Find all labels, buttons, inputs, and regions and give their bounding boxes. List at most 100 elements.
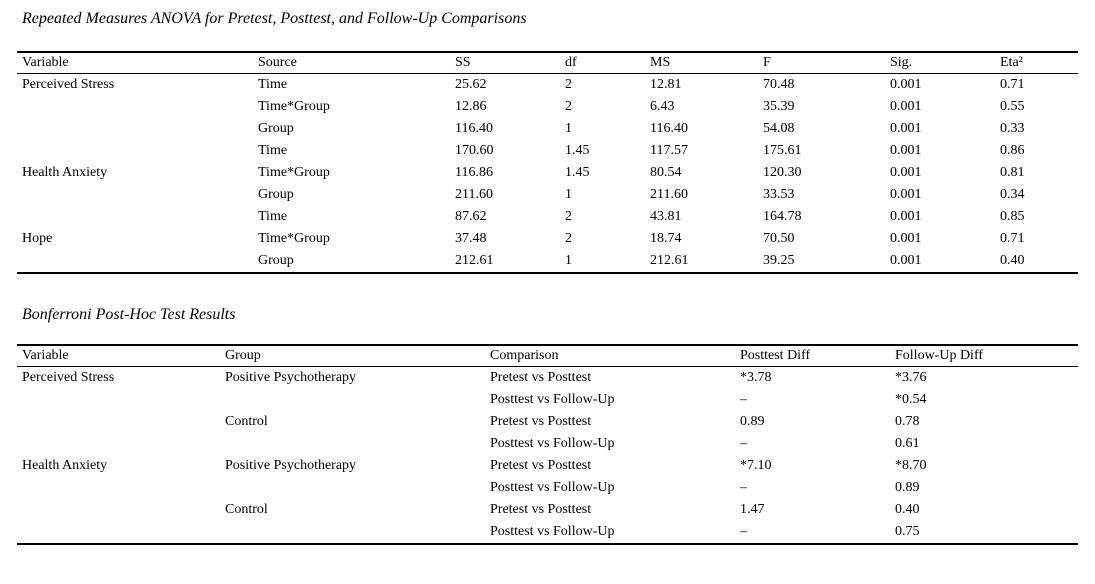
table-cell: [17, 118, 253, 140]
table-row: Health Anxiety Positive Psychotherapy Pret…: [17, 455, 1078, 477]
table-cell: Posttest vs Follow-Up: [490, 392, 615, 407]
table-cell: Posttest vs Follow-Up: [490, 436, 615, 451]
table-cell: 0.001: [890, 165, 922, 180]
table-cell: 0.85: [1000, 209, 1025, 224]
table-cell: 12.81: [650, 77, 682, 92]
table-row: Time 170.60 1.45 117.57 175.61 0.001 0.86: [17, 140, 1078, 162]
table-cell: *0.54: [895, 392, 927, 407]
column-header: Follow-Up Diff: [890, 345, 1078, 367]
table-cell: [17, 477, 220, 499]
table-cell: 37.48: [455, 231, 487, 246]
table-row: Posttest vs Follow-Up – 0.89: [17, 477, 1078, 499]
table-cell: 0.001: [890, 209, 922, 224]
table-cell: 175.61: [763, 143, 802, 158]
table-cell: Perceived Stress: [22, 370, 115, 385]
table-cell: Positive Psychotherapy: [225, 370, 357, 385]
table-cell: 1.45: [565, 165, 590, 180]
table-cell: 0.001: [890, 121, 922, 136]
table-cell: 43.81: [650, 209, 682, 224]
posthoc-table-header: Variable Group Comparison Posttest Diff Foll…: [17, 345, 1078, 367]
table-cell: Time: [258, 143, 288, 158]
table-row: Group 212.61 1 212.61 39.25 0.001 0.40: [17, 250, 1078, 273]
table-cell: *7.10: [740, 458, 772, 473]
table-cell: 120.30: [763, 165, 802, 180]
table-cell: [17, 184, 253, 206]
document-page: Repeated Measures ANOVA for Pretest, Pos…: [0, 9, 1095, 584]
column-header: Eta²: [995, 52, 1078, 74]
table-cell: 0.89: [740, 414, 765, 429]
table-cell: 0.40: [1000, 253, 1025, 268]
table-cell: [17, 250, 253, 273]
table-row: Group 211.60 1 211.60 33.53 0.001 0.34: [17, 184, 1078, 206]
table-cell: 0.78: [895, 414, 920, 429]
table-cell: 0.001: [890, 231, 922, 246]
table-cell: 0.61: [895, 436, 920, 451]
table-cell: Control: [225, 414, 268, 429]
table-cell: 39.25: [763, 253, 795, 268]
table-cell: 0.33: [1000, 121, 1025, 136]
table-cell: Control: [225, 502, 268, 517]
table-cell: 0.71: [1000, 231, 1025, 246]
table-cell: 0.55: [1000, 99, 1025, 114]
table-row: Perceived Stress Positive Psychotherapy Pr…: [17, 367, 1078, 390]
table-cell: 211.60: [650, 187, 688, 202]
table-cell: [17, 140, 253, 162]
anova-table-body: Perceived Stress Time 25.62 2 12.81 70.48 0.00…: [17, 74, 1078, 274]
table-cell: Group: [258, 253, 294, 268]
table-cell: 33.53: [763, 187, 795, 202]
table-cell: 117.57: [650, 143, 688, 158]
table-row: Posttest vs Follow-Up – *0.54: [17, 389, 1078, 411]
table-cell: 6.43: [650, 99, 675, 114]
table-cell: 0.001: [890, 253, 922, 268]
table-cell: 0.75: [895, 524, 920, 539]
table-cell: Group: [258, 121, 294, 136]
column-header: F: [758, 52, 885, 74]
table-row: Posttest vs Follow-Up – 0.61: [17, 433, 1078, 455]
table-cell: 212.61: [650, 253, 689, 268]
table-cell: 170.60: [455, 143, 494, 158]
table-cell: Posttest vs Follow-Up: [490, 524, 615, 539]
table-cell: Hope: [22, 231, 53, 246]
table-cell: 116.40: [650, 121, 688, 136]
table-cell: 12.86: [455, 99, 487, 114]
table-row: Group 116.40 1 116.40 54.08 0.001 0.33: [17, 118, 1078, 140]
table-cell: Posttest vs Follow-Up: [490, 480, 615, 495]
column-header: Posttest Diff: [735, 345, 890, 367]
table-cell: 211.60: [455, 187, 493, 202]
table-cell: [17, 433, 220, 455]
column-header: df: [560, 52, 645, 74]
table-cell: 0.71: [1000, 77, 1025, 92]
table-cell: 0.89: [895, 480, 920, 495]
table-row: Health Anxiety Time*Group 116.86 1.45 80.54 1…: [17, 162, 1078, 184]
table-cell: 0.81: [1000, 165, 1025, 180]
column-header: Source: [253, 52, 450, 74]
table-cell: Pretest vs Posttest: [490, 414, 592, 429]
table-row: Control Pretest vs Posttest 0.89 0.78: [17, 411, 1078, 433]
table-cell: 0.86: [1000, 143, 1025, 158]
table-cell: [17, 389, 220, 411]
table-cell: Health Anxiety: [22, 458, 108, 473]
table-cell: Time*Group: [258, 231, 330, 246]
table-cell: 54.08: [763, 121, 795, 136]
posthoc-table-body: Perceived Stress Positive Psychotherapy Pr…: [17, 367, 1078, 545]
table-cell: 2: [565, 209, 572, 224]
table-cell: [17, 499, 220, 521]
table-cell: Time: [258, 209, 288, 224]
table-cell: Health Anxiety: [22, 165, 108, 180]
table-cell: Group: [258, 187, 294, 202]
column-header: Variable: [17, 52, 253, 74]
anova-table: Variable Source SS df MS F Sig. Eta² Perceived …: [17, 51, 1078, 274]
table-cell: Time: [258, 77, 288, 92]
table-cell: 25.62: [455, 77, 487, 92]
table-cell: 70.50: [763, 231, 795, 246]
table-cell: 116.86: [455, 165, 493, 180]
table-row: Time 87.62 2 43.81 164.78 0.001 0.85: [17, 206, 1078, 228]
table-cell: Positive Psychotherapy: [225, 458, 357, 473]
table-row: Hope Time*Group 37.48 2 18.74 70.50 0.001 0.71: [17, 228, 1078, 250]
table-cell: 0.001: [890, 99, 922, 114]
table-cell: 2: [565, 99, 572, 114]
table-cell: 1.47: [740, 502, 765, 517]
table-cell: [220, 521, 485, 544]
table-cell: [17, 206, 253, 228]
table-cell: 0.40: [895, 502, 920, 517]
